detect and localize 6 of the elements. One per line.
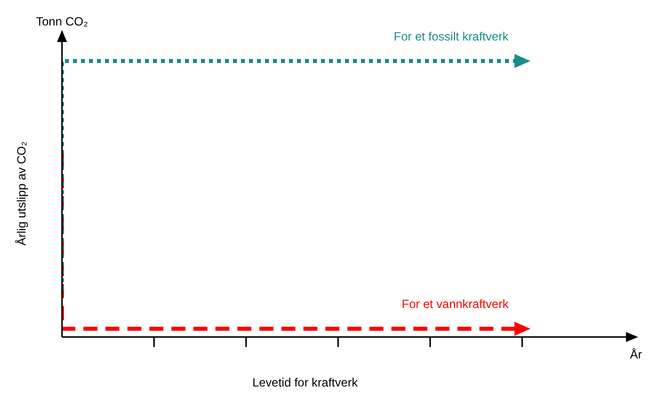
x-axis-title: Levetid for kraftverk [252,375,359,390]
series-label: For et fossilt kraftverk [394,29,510,44]
text: Tonn CO₂ [36,14,88,28]
series-label: For et vannkraftverk [402,297,510,312]
y-axis-title: Årlig utslipp av CO₂ [14,141,28,246]
text: År [630,347,642,362]
